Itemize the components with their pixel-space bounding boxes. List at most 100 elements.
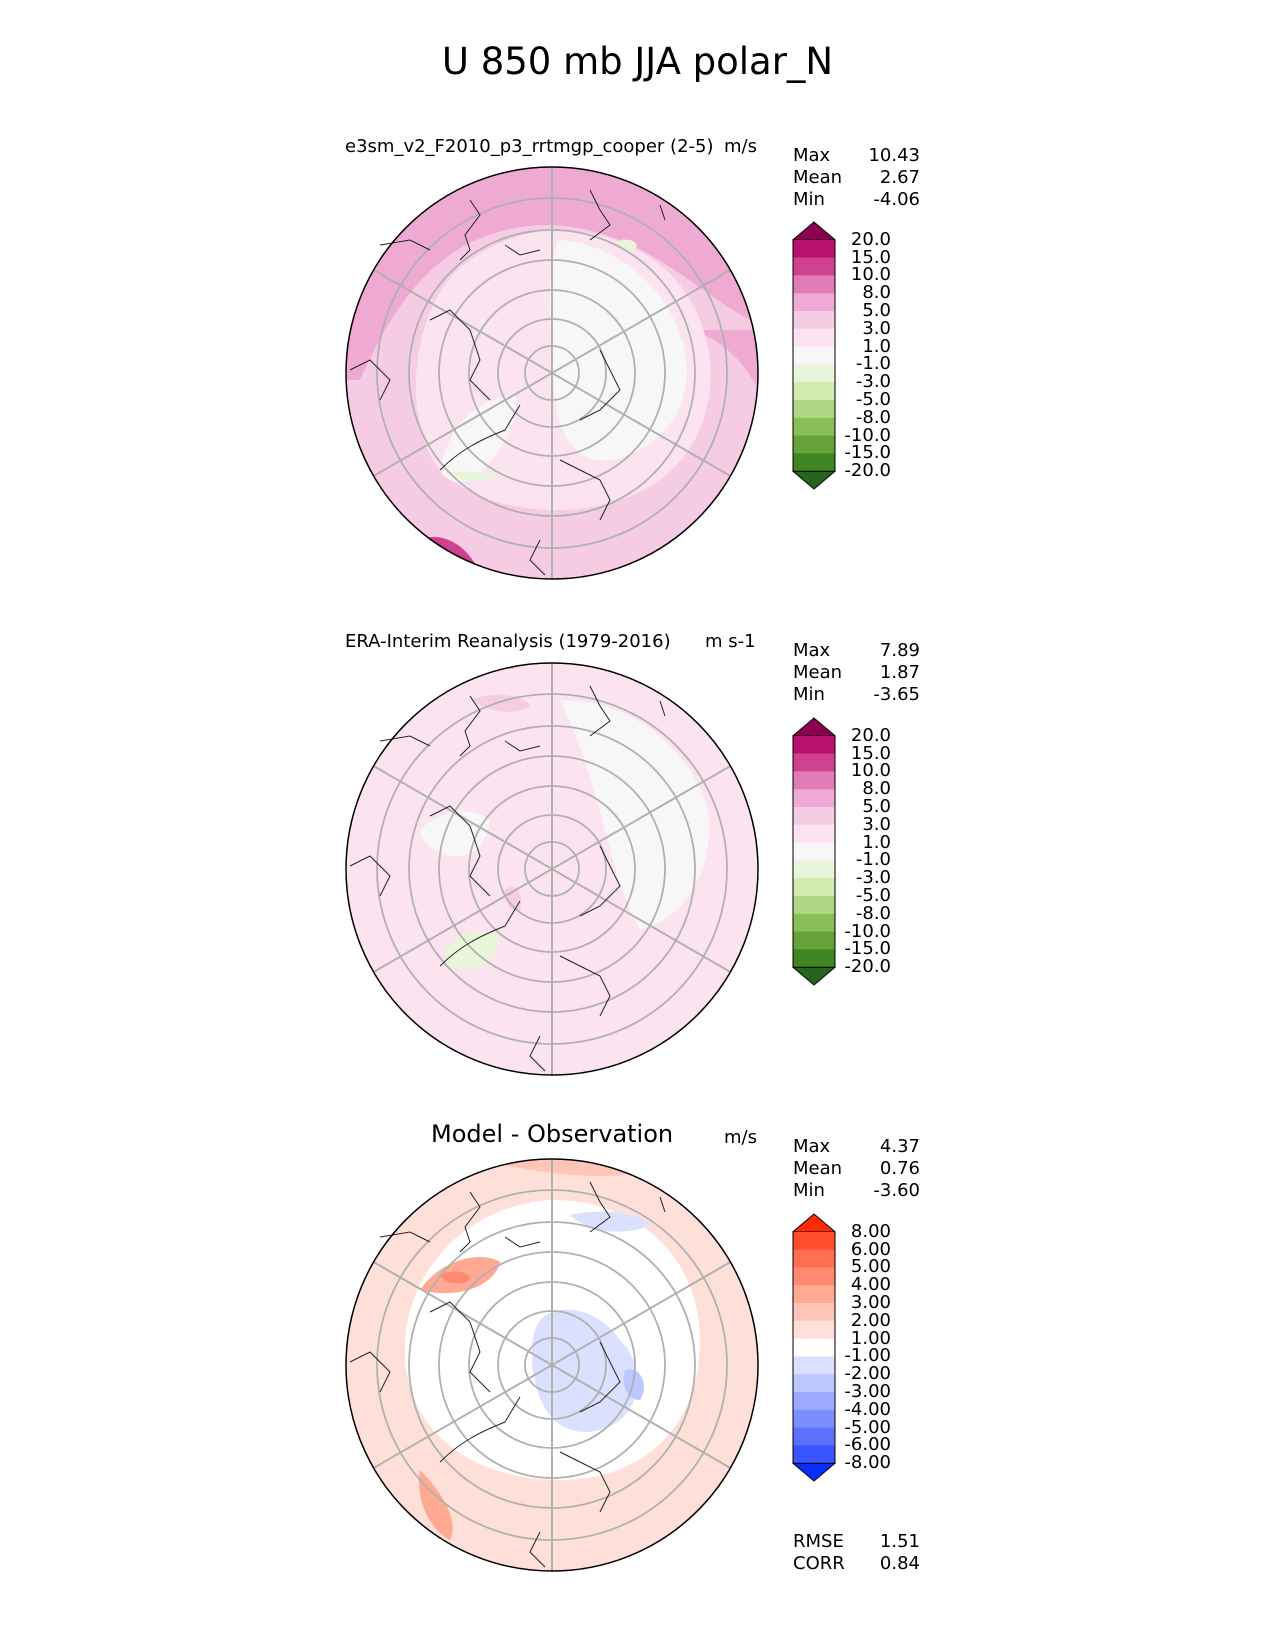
panel-1-units: m/s	[724, 136, 757, 157]
colorbar-segment	[793, 949, 835, 968]
longitude-line	[369, 763, 735, 975]
colorbar-extend-top	[791, 1213, 837, 1233]
colorbar-segment	[793, 257, 835, 276]
colorbar-outline	[792, 735, 836, 968]
stat-value: 1.87	[879, 662, 920, 683]
colorbar-segment	[793, 913, 835, 933]
colorbar-segment	[793, 842, 835, 861]
colorbar-tick-label: 8.00	[850, 1220, 891, 1242]
coastline-panel-2	[349, 685, 666, 1072]
colorbar-segment	[793, 293, 835, 312]
colorbar-segment	[793, 328, 835, 348]
colorbar-tick-label: 5.00	[850, 1256, 891, 1278]
colorbar-tick-label: -8.0	[855, 902, 891, 924]
stat-value: 4.37	[879, 1136, 920, 1157]
figure-title: U 850 mb JJA polar_N	[441, 40, 834, 83]
colorbar-extend-bottom	[791, 966, 837, 986]
stat-label: RMSE	[793, 1531, 844, 1552]
colorbar-segment	[793, 435, 835, 454]
colorbar-tick-label: -6.00	[844, 1434, 891, 1456]
colorbar-tick-label: -20.0	[844, 956, 891, 978]
panel-1-title: e3sm_v2_F2010_p3_rrtmgp_cooper (2-5)	[345, 136, 714, 157]
colorbar-segment	[793, 239, 835, 259]
panel-2-map-border	[345, 662, 759, 1076]
colorbar-segment	[793, 1409, 835, 1429]
colorbar-tick-label: 1.00	[850, 1327, 891, 1349]
panel-3-colorbar	[791, 1213, 837, 1482]
stat-value: -4.06	[873, 189, 920, 210]
colorbar-tick-label: -5.0	[855, 389, 891, 410]
colorbar-tick-label: 8.0	[862, 778, 891, 800]
stat-label: Mean	[793, 1158, 843, 1179]
colorbar-segment	[793, 346, 835, 365]
panel-1-graticule	[369, 167, 735, 579]
colorbar-tick-label: -1.00	[844, 1345, 891, 1367]
colorbar-segment	[793, 824, 835, 844]
colorbar-tick-label: 5.0	[862, 300, 891, 321]
stat-value: 0.84	[879, 1553, 920, 1574]
stat-value: -3.65	[873, 684, 920, 705]
colorbar-segment	[793, 382, 835, 401]
colorbar-extend-top	[791, 221, 837, 241]
colorbar-tick-label: -5.0	[855, 885, 891, 906]
panel-3-graticule	[369, 1159, 735, 1571]
colorbar-tick-label: -1.0	[855, 849, 891, 871]
stat-value: 2.67	[879, 167, 920, 188]
stat-label: Mean	[793, 662, 843, 683]
colorbar-segment	[793, 1392, 835, 1411]
colorbar-segment	[793, 1374, 835, 1393]
colorbar-segment	[793, 1285, 835, 1304]
stat-label: Mean	[793, 167, 843, 188]
colorbar-segment	[793, 860, 835, 879]
panel-2-title: ERA-Interim Reanalysis (1979-2016)	[345, 631, 671, 652]
colorbar-tick-label: 8.0	[862, 282, 891, 304]
panel-3-units: m/s	[724, 1127, 757, 1148]
colorbar-tick-label: 5.0	[862, 796, 891, 817]
stat-label: Max	[793, 640, 831, 661]
colorbar-tick-label: 15.0	[850, 246, 891, 268]
colorbar-tick-label: 6.00	[850, 1238, 891, 1260]
panel-3-title: Model - Observation	[431, 1120, 674, 1148]
colorbar-segment	[793, 364, 835, 383]
longitude-line	[369, 1259, 735, 1471]
panel-3-extra-stats: RMSE 1.51 CORR 0.84	[793, 1531, 920, 1575]
stat-label: Min	[793, 684, 825, 705]
panel-2-stats: Max 7.89 Mean 1.87 Min -3.65	[793, 640, 920, 706]
panel-2-units: m s-1	[705, 631, 756, 652]
stat-label: Max	[793, 145, 831, 166]
colorbar-segment	[793, 807, 835, 826]
colorbar-tick-label: -2.00	[844, 1363, 891, 1385]
coastline-panel-3	[349, 1181, 666, 1568]
colorbar-tick-label: 4.00	[850, 1274, 891, 1296]
colorbar-tick-label: 15.0	[850, 742, 891, 764]
colorbar-extend-top	[791, 717, 837, 737]
colorbar-segment	[793, 1427, 835, 1446]
panel-2-graticule	[369, 663, 735, 1075]
coastline-panel-1	[349, 189, 666, 576]
colorbar-tick-label: -15.0	[844, 938, 891, 960]
colorbar-tick-label: -15.0	[844, 442, 891, 464]
colorbar-segment	[793, 1338, 835, 1357]
colorbar-segment	[793, 1267, 835, 1286]
colorbar-tick-label: -20.0	[844, 460, 891, 482]
colorbar-outline	[792, 1231, 836, 1464]
colorbar-segment	[793, 878, 835, 897]
colorbar-segment	[793, 771, 835, 790]
colorbar-tick-label: -10.0	[844, 424, 891, 446]
colorbar-segment	[793, 1231, 835, 1251]
panel-3-map-border	[345, 1158, 759, 1572]
colorbar-tick-label: 3.0	[862, 317, 891, 339]
colorbar-segment	[793, 1356, 835, 1375]
colorbar-segment	[793, 735, 835, 755]
colorbar-tick-label: -8.0	[855, 406, 891, 428]
colorbar-tick-label: -3.0	[855, 371, 891, 393]
colorbar-segment	[793, 453, 835, 472]
colorbar-segment	[793, 400, 835, 419]
colorbar-segment	[793, 1303, 835, 1322]
colorbar-tick-label: -5.00	[844, 1416, 891, 1438]
stat-label: CORR	[793, 1553, 845, 1574]
colorbar-segment	[793, 311, 835, 330]
colorbar-tick-label: 3.0	[862, 813, 891, 835]
colorbar-tick-label: 20.0	[850, 724, 891, 746]
